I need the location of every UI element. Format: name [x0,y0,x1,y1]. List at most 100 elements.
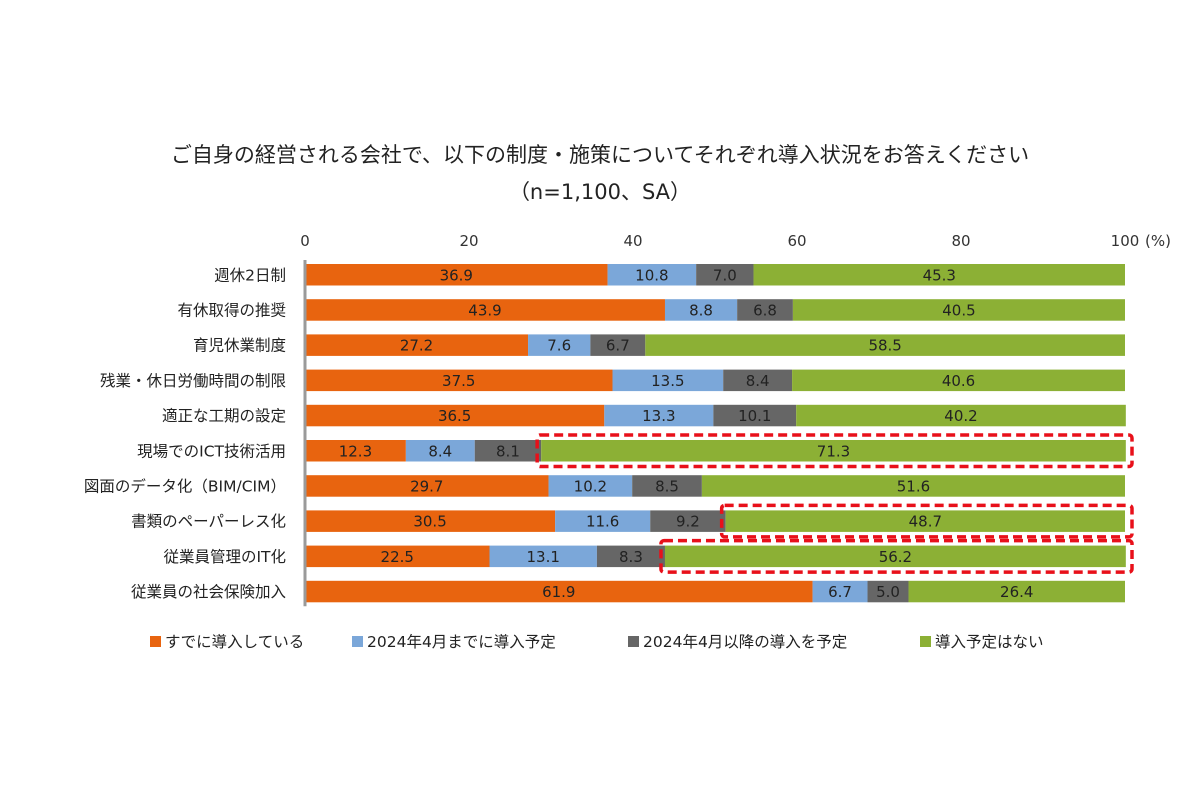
bar-segment [305,545,490,568]
data-label: 8.1 [496,442,520,460]
bar-segment [753,264,1125,286]
highlight-boxes [535,433,1134,574]
data-label: 27.2 [400,337,433,355]
bar-row: 27.2 7.6 6.7 58.5 [305,334,1125,356]
data-label: 61.9 [542,583,575,601]
chart-title: ご自身の経営される会社で、以下の制度・施策についてそれぞれ導入状況をお答えくださ… [171,143,1029,167]
data-label: 13.3 [642,407,675,425]
bar-segment [596,545,665,568]
x-tick-label: 80 [951,232,970,250]
category-label: 育児休業制度 [193,337,286,355]
bar-segment [548,475,633,497]
data-label: 40.6 [942,372,975,390]
data-label: 71.3 [817,442,850,460]
data-label: 29.7 [410,477,443,495]
bar-row: 22.5 13.1 8.3 56.2 [305,545,1126,568]
data-label: 8.8 [689,301,713,319]
bar-segment [305,440,406,462]
data-label: 9.2 [676,513,700,531]
data-label: 8.3 [619,548,643,566]
bar-segment [737,299,793,321]
legend-label: すでに導入している [165,633,304,651]
axis-unit-label: (%) [1145,232,1171,250]
chart-subtitle: （n=1,100、SA） [509,180,691,204]
category-labels: 週休2日制有休取得の推奨育児休業制度残業・休日労働時間の制限適正な工期の設定現場… [84,266,286,601]
bar-segment [305,299,665,321]
bar-segment [489,545,597,568]
bar-segment [713,404,797,427]
data-label: 30.5 [413,513,446,531]
legend-item: 2024年4月以降の導入を予定 [628,633,847,651]
bar-segment [305,510,556,532]
data-label: 7.6 [547,337,571,355]
data-label: 37.5 [442,372,475,390]
data-label: 22.5 [381,548,414,566]
bar-segment [908,580,1125,603]
bar-row: 29.7 10.2 8.5 51.6 [305,475,1125,497]
data-label: 36.5 [438,407,471,425]
data-label: 10.8 [635,266,668,284]
bar-row: 61.9 6.7 5.0 26.4 [305,580,1125,603]
legend: すでに導入している 2024年4月までに導入予定 2024年4月以降の導入を予定 導入… [150,633,1044,651]
data-label: 36.9 [440,266,473,284]
category-label: 従業員管理のIT化 [163,548,286,566]
bar-segment [405,440,475,462]
legend-item: 2024年4月までに導入予定 [352,633,556,651]
bar-segment [604,404,714,427]
bar-segment [725,510,1125,532]
data-label: 40.5 [942,301,975,319]
bar-segment [305,404,605,427]
data-label: 10.1 [738,407,771,425]
data-label: 13.5 [651,372,684,390]
bar-segment [474,440,542,462]
highlight-box [659,538,1134,574]
bar-segment [796,404,1126,427]
highlight-box [719,503,1134,539]
bar-segment [867,580,909,603]
bar-segment [701,475,1125,497]
data-label: 11.6 [586,513,619,531]
bar-row: 43.9 8.8 6.8 40.5 [305,299,1125,321]
bar-segment [664,545,1126,568]
bar-row: 37.5 13.5 8.4 40.6 [305,369,1125,392]
data-label: 51.6 [897,477,930,495]
data-label: 5.0 [876,583,900,601]
x-tick-label: 0 [300,232,310,250]
bar-segment [612,369,724,392]
bar-segment [305,475,549,497]
legend-swatch [920,636,931,647]
bar-segment [541,440,1126,462]
legend-item: すでに導入している [150,633,304,651]
bar-segment [696,264,754,286]
data-label: 43.9 [468,301,501,319]
bar-segment [590,334,646,356]
highlight-box [535,433,1134,469]
data-label: 7.0 [713,266,737,284]
data-label: 56.2 [879,548,912,566]
bars: 36.9 10.8 7.0 45.3 43.9 8.8 6.8 40.5 27.2 7.6 6.7 5… [305,264,1126,603]
bar-segment [792,299,1125,321]
legend-swatch [628,636,639,647]
bar-segment [723,369,793,392]
legend-label: 導入予定はない [935,633,1044,651]
bar-segment [812,580,868,603]
data-label: 8.4 [428,442,452,460]
data-label: 45.3 [923,266,956,284]
data-label: 26.4 [1000,583,1033,601]
legend-label: 2024年4月までに導入予定 [367,633,556,651]
legend-swatch [150,636,161,647]
data-label: 10.2 [574,477,607,495]
legend-swatch [352,636,363,647]
legend-label: 2024年4月以降の導入を予定 [643,633,847,651]
data-label: 48.7 [909,513,942,531]
bar-segment [607,264,697,286]
x-axis-ticks: 0 20 40 60 80 100 [300,232,1139,250]
bar-row: 30.5 11.6 9.2 48.7 [305,510,1125,532]
category-label: 図面のデータ化（BIM/CIM） [84,476,286,495]
bar-segment [664,299,738,321]
bar-segment [645,334,1125,356]
bar-row: 12.3 8.4 8.1 71.3 [305,440,1126,462]
bar-segment [305,369,613,392]
data-label: 40.2 [944,407,977,425]
